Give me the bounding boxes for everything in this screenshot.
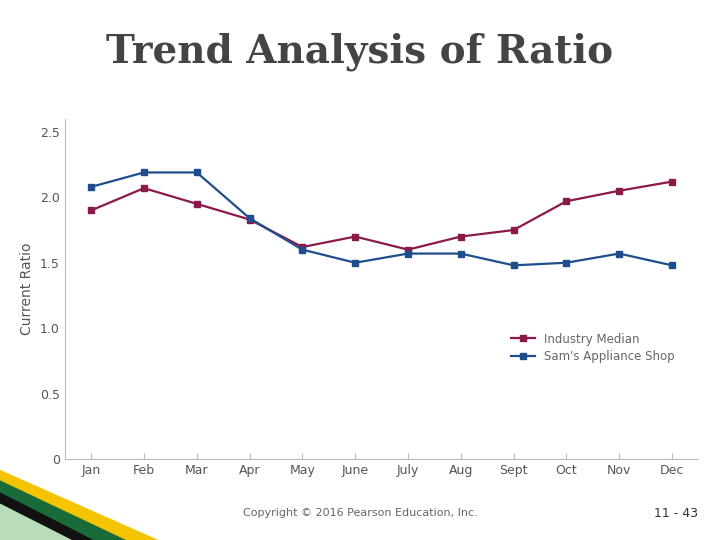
Legend: Industry Median, Sam's Appliance Shop: Industry Median, Sam's Appliance Shop: [507, 328, 680, 368]
Industry Median: [192, 201, 201, 207]
Sam's Appliance Shop: [404, 251, 413, 257]
Industry Median: [509, 227, 518, 233]
Sam's Appliance Shop: [351, 260, 359, 266]
Industry Median: [404, 246, 413, 253]
Polygon shape: [0, 481, 126, 540]
Text: Trend Analysis of Ratio: Trend Analysis of Ratio: [107, 32, 613, 71]
Industry Median: [456, 233, 465, 240]
Industry Median: [562, 198, 571, 205]
Sam's Appliance Shop: [615, 251, 624, 257]
Line: Industry Median: Industry Median: [89, 179, 675, 252]
Line: Sam's Appliance Shop: Sam's Appliance Shop: [89, 170, 675, 268]
Sam's Appliance Shop: [192, 169, 201, 176]
Industry Median: [87, 207, 96, 214]
Polygon shape: [0, 470, 158, 540]
Sam's Appliance Shop: [246, 215, 254, 221]
Sam's Appliance Shop: [87, 184, 96, 190]
Polygon shape: [0, 492, 94, 540]
Text: Copyright © 2016 Pearson Education, Inc.: Copyright © 2016 Pearson Education, Inc.: [243, 508, 477, 518]
Industry Median: [615, 187, 624, 194]
Sam's Appliance Shop: [298, 246, 307, 253]
Industry Median: [140, 185, 148, 191]
Sam's Appliance Shop: [456, 251, 465, 257]
Sam's Appliance Shop: [509, 262, 518, 268]
Industry Median: [351, 233, 359, 240]
Sam's Appliance Shop: [667, 262, 676, 268]
Industry Median: [246, 217, 254, 223]
Sam's Appliance Shop: [140, 169, 148, 176]
Sam's Appliance Shop: [562, 260, 571, 266]
Text: 11 - 43: 11 - 43: [654, 507, 698, 520]
Polygon shape: [0, 503, 72, 540]
Industry Median: [667, 178, 676, 185]
Y-axis label: Current Ratio: Current Ratio: [20, 242, 35, 335]
Industry Median: [298, 244, 307, 250]
